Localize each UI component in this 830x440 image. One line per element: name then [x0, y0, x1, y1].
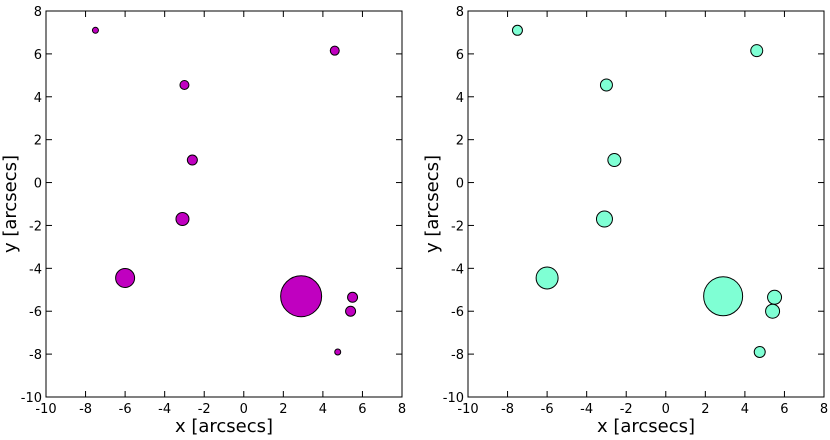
left-scatter-panel: -10 -8 -6 -4 -2 0 2 4 6 8 -10 -8 -6 -4 -2 0 2 4 6 8 x [arcs… [0, 5, 406, 437]
data-point [750, 44, 764, 58]
x-tick-label: 8 [820, 402, 828, 417]
x-tick-label: 2 [279, 402, 287, 417]
y-tick-label: 4 [456, 91, 464, 106]
y-tick-label: -6 [451, 305, 464, 320]
y-tick-label: 2 [456, 134, 464, 149]
right-scatter-panel: -10 -8 -6 -4 -2 0 2 4 6 8 -10 -8 -6 -4 -2 0 2 4 6 8 x [arcs… [422, 5, 828, 437]
right-plot-frame [467, 10, 825, 398]
y-tick-label: -2 [451, 219, 464, 234]
y-tick-label: -8 [451, 348, 464, 363]
y-tick-label: -10 [443, 391, 464, 406]
data-point [175, 212, 190, 227]
y-tick-label: 0 [34, 177, 42, 192]
y-tick-label: 4 [34, 91, 42, 106]
x-tick-label: -4 [580, 402, 593, 417]
y-tick-label: 6 [34, 48, 42, 63]
y-tick-label: -10 [21, 391, 42, 406]
x-tick-label: 0 [240, 402, 248, 417]
x-tick-label: -6 [541, 402, 554, 417]
left-points [91, 26, 359, 356]
data-point [767, 289, 783, 305]
data-point [334, 348, 342, 356]
x-tick-label: -2 [620, 402, 633, 417]
x-tick-label: 0 [662, 402, 670, 417]
y-tick-label: -2 [29, 219, 42, 234]
y-tick-label: 8 [456, 5, 464, 20]
data-point [703, 276, 744, 317]
x-tick-label: -8 [501, 402, 514, 417]
left-y-axis-label: y [arcsecs] [0, 155, 21, 253]
data-point [599, 78, 613, 92]
right-points [511, 24, 783, 358]
data-point [765, 303, 781, 319]
data-point [186, 154, 198, 166]
y-tick-label: 8 [34, 5, 42, 20]
x-tick-label: -10 [457, 402, 478, 417]
data-point [91, 26, 99, 34]
data-point [535, 266, 559, 290]
x-tick-label: 8 [398, 402, 406, 417]
data-point [179, 79, 190, 90]
y-tick-label: 2 [34, 134, 42, 149]
left-plot-frame [45, 10, 403, 398]
data-point [511, 24, 523, 36]
data-point [115, 267, 136, 288]
y-tick-label: -8 [29, 348, 42, 363]
x-tick-label: -2 [198, 402, 211, 417]
x-tick-label: 6 [780, 402, 788, 417]
data-point [595, 210, 613, 228]
right-axis-ticks: -10 -8 -6 -4 -2 0 2 4 6 8 -10 -8 -6 -4 -2 0 2 4 6 8 [443, 5, 828, 417]
data-point [347, 291, 359, 303]
right-y-axis-label: y [arcsecs] [422, 155, 443, 253]
right-x-axis-label: x [arcsecs] [597, 416, 695, 437]
y-tick-label: 6 [456, 48, 464, 63]
x-tick-label: 2 [701, 402, 709, 417]
x-tick-label: -8 [79, 402, 92, 417]
left-axis-ticks: -10 -8 -6 -4 -2 0 2 4 6 8 -10 -8 -6 -4 -2 0 2 4 6 8 [21, 5, 406, 417]
data-point [329, 45, 340, 56]
data-point [753, 345, 766, 358]
x-tick-label: 4 [741, 402, 749, 417]
y-tick-label: -4 [451, 262, 464, 277]
x-tick-label: 4 [319, 402, 327, 417]
x-tick-label: 6 [358, 402, 366, 417]
y-tick-label: -4 [29, 262, 42, 277]
data-point [345, 305, 357, 317]
y-tick-label: 0 [456, 177, 464, 192]
x-tick-label: -6 [119, 402, 132, 417]
x-tick-label: -4 [158, 402, 171, 417]
left-x-axis-label: x [arcsecs] [175, 416, 273, 437]
data-point [607, 153, 622, 168]
y-tick-label: -6 [29, 305, 42, 320]
x-tick-label: -10 [35, 402, 56, 417]
data-point [280, 275, 323, 318]
